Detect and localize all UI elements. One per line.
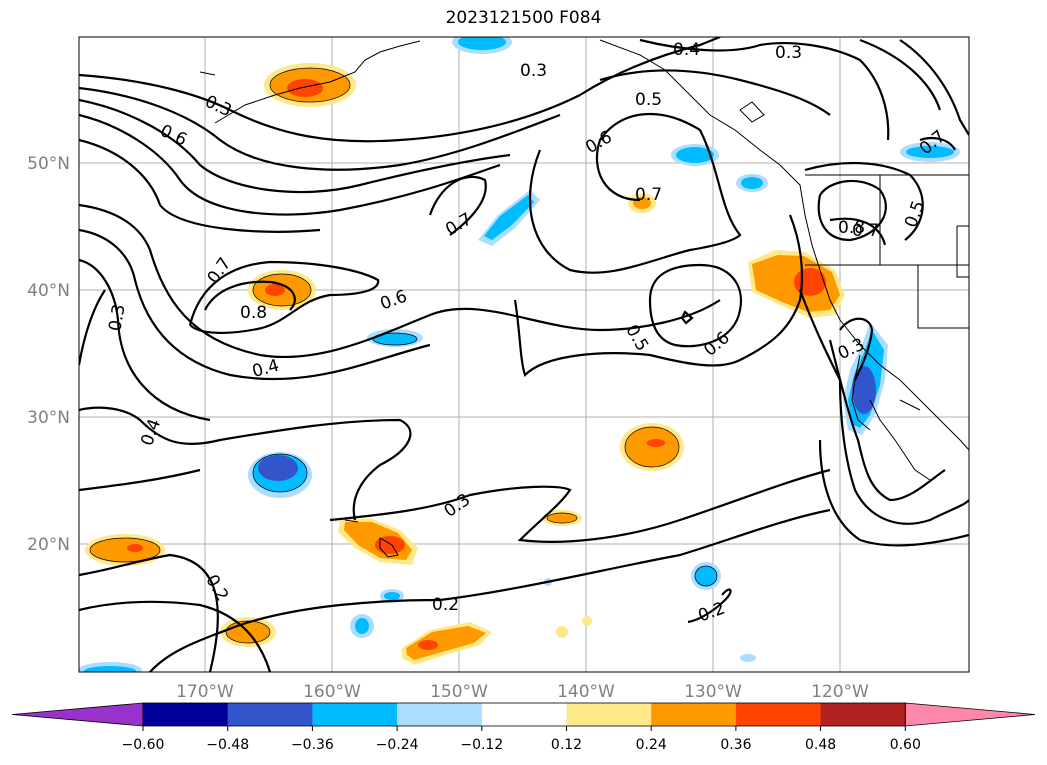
map-title: 2023121500 F084 (445, 8, 602, 28)
colorbar-segment (735, 703, 822, 726)
svg-text:0.4: 0.4 (673, 40, 700, 60)
anomaly-outlines (89, 67, 718, 644)
svg-text:0.3: 0.3 (520, 61, 547, 81)
svg-text:0.5: 0.5 (635, 90, 662, 110)
colorbar-tick-label: −0.24 (376, 737, 419, 753)
lon-label: 120°W (811, 682, 869, 702)
lat-label: 50°N (27, 154, 70, 174)
map-frame (78, 36, 970, 673)
colorbar-segment (651, 703, 737, 726)
svg-text:0.7: 0.7 (852, 221, 879, 241)
longitude-labels: 170°W 160°W 150°W 140°W 130°W 120°W (176, 682, 869, 702)
map-background (79, 37, 969, 672)
svg-text:0.8: 0.8 (838, 218, 865, 238)
lon-label: 150°W (430, 682, 488, 702)
colorbar (11, 702, 1036, 727)
colorbar-tick-label: 0.24 (636, 737, 667, 753)
colorbar-ticks: −0.60 −0.48 −0.36 −0.24 −0.12 0.12 0.24 0.36 0.4… (122, 726, 921, 753)
svg-text:0.8: 0.8 (240, 303, 267, 323)
svg-text:0.2: 0.2 (432, 595, 459, 615)
colorbar-segment (566, 703, 652, 726)
colorbar-tick-label: −0.60 (122, 737, 165, 753)
colorbar-tick-label: 0.36 (720, 737, 751, 753)
colorbar-segment (143, 703, 229, 726)
contour-lines (79, 37, 969, 672)
latitude-labels: 50°N 40°N 30°N 20°N (27, 154, 70, 555)
colorbar-segment (227, 703, 313, 726)
lat-label: 20°N (27, 535, 70, 555)
lon-label: 170°W (176, 682, 234, 702)
colorbar-segment (397, 703, 483, 726)
colorbar-extend-low (11, 702, 144, 727)
colorbar-frame (142, 702, 906, 727)
lon-label: 160°W (303, 682, 361, 702)
lon-label: 140°W (557, 682, 615, 702)
colorbar-tick-label: −0.48 (206, 737, 249, 753)
svg-text:0.3: 0.3 (775, 43, 802, 63)
colorbar-segment (312, 703, 398, 726)
colorbar-tick-label: 0.12 (551, 737, 582, 753)
shaded-anomalies (79, 37, 960, 672)
colorbar-tick-label: 0.60 (890, 737, 921, 753)
lon-label: 130°W (684, 682, 742, 702)
colorbar-segment (481, 703, 567, 726)
colorbar-tick-label: 0.48 (805, 737, 836, 753)
colorbar-tick-label: −0.12 (460, 737, 503, 753)
svg-text:0.7: 0.7 (635, 185, 662, 205)
colorbar-extend-high (904, 702, 1036, 727)
colorbar-tick-label: −0.36 (291, 737, 334, 753)
svg-text:0.3: 0.3 (105, 303, 129, 333)
lat-label: 40°N (27, 281, 70, 301)
coastlines (199, 39, 969, 558)
lat-label: 30°N (27, 408, 70, 428)
colorbar-segment (820, 703, 906, 726)
